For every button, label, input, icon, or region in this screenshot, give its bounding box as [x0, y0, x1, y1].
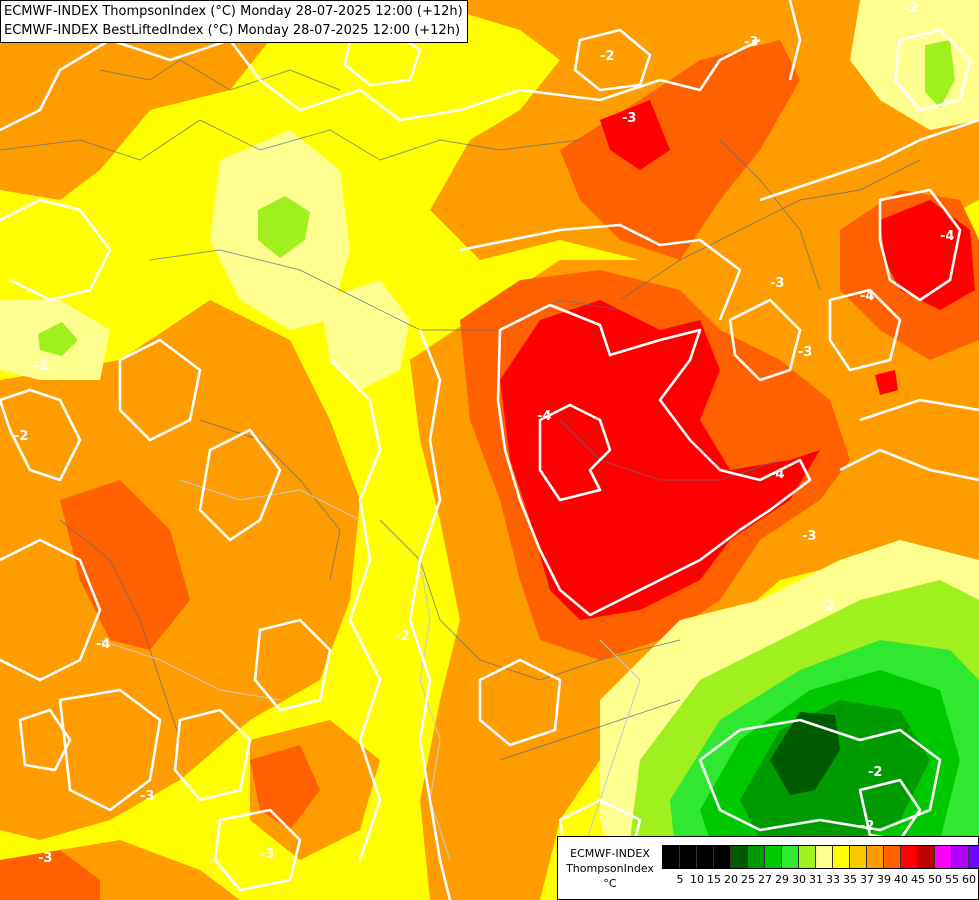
legend-variable: ThompsonIndex — [566, 862, 654, 875]
legend-tick-label: 45 — [911, 873, 925, 886]
field-darkest-green-regions — [770, 712, 840, 795]
legend-swatch — [833, 846, 850, 868]
contour-label: -2 — [860, 819, 874, 834]
legend-swatch — [935, 846, 952, 868]
legend-swatch — [918, 846, 935, 868]
contour-label: -4 — [96, 637, 110, 652]
legend-swatch — [901, 846, 918, 868]
legend-tick-label: 50 — [928, 873, 942, 886]
contour-label: -3 — [798, 345, 812, 360]
contour-label: -3 — [802, 529, 816, 544]
legend-tick-label: 40 — [894, 873, 908, 886]
legend-tick-label: 30 — [792, 873, 806, 886]
legend-swatch — [799, 846, 816, 868]
legend-tick-label: 60 — [962, 873, 976, 886]
legend-model: ECMWF-INDEX — [570, 847, 650, 860]
legend-tick-label: 31 — [809, 873, 823, 886]
legend-tick-label: 27 — [758, 873, 772, 886]
legend-tick-label: 5 — [676, 873, 684, 886]
contour-label: -4 — [940, 229, 954, 244]
contour-label: -3 — [38, 851, 52, 866]
contour-label: -4 — [770, 467, 784, 482]
legend-tick-label: 39 — [877, 873, 891, 886]
contour-label: -3 — [770, 276, 784, 291]
legend-tick-label: 55 — [945, 873, 959, 886]
legend-swatch — [680, 846, 697, 868]
legend-tick-label: 29 — [775, 873, 789, 886]
contour-label: -2 — [395, 629, 409, 644]
contour-label: -4 — [537, 409, 551, 424]
contour-label: -3 — [744, 35, 758, 50]
title-line-bestlifted: ECMWF-INDEX BestLiftedIndex (°C) Monday … — [4, 23, 461, 38]
contour-label: -2 — [34, 359, 48, 374]
contour-label: -2 — [600, 49, 614, 64]
legend-swatch — [884, 846, 901, 868]
legend-tick-label: 37 — [860, 873, 874, 886]
legend-swatch — [782, 846, 799, 868]
legend-swatch — [697, 846, 714, 868]
contour-label: -2 — [904, 1, 918, 16]
color-legend: ECMWF-INDEX ThompsonIndex °C 5 10 15 20 25 27… — [557, 836, 979, 900]
contour-label: -4 — [860, 289, 874, 304]
contour-label: -3 — [140, 789, 154, 804]
legend-swatch — [952, 846, 969, 868]
contour-labels: -3 -2 -4 -3 -4 -3 -3 -2 -2 -3 -3 -4 -3 -… — [14, 1, 954, 872]
legend-tick-label: 35 — [843, 873, 857, 886]
legend-tick-label: 15 — [707, 873, 721, 886]
field-red-regions — [500, 100, 975, 620]
contour-label: -3 — [260, 847, 274, 862]
legend-tick-label: 33 — [826, 873, 840, 886]
legend-swatch — [663, 846, 680, 868]
legend-title: ECMWF-INDEX ThompsonIndex °C — [562, 846, 658, 891]
legend-swatch — [969, 846, 979, 868]
contour-label: -2 — [14, 429, 28, 444]
contour-label: -3 — [622, 111, 636, 126]
contour-label: -2 — [868, 765, 882, 780]
legend-swatch — [714, 846, 731, 868]
legend-tick-label: 25 — [741, 873, 755, 886]
legend-swatch — [850, 846, 867, 868]
legend-swatch — [748, 846, 765, 868]
legend-swatch — [816, 846, 833, 868]
title-line-thompson: ECMWF-INDEX ThompsonIndex (°C) Monday 28… — [4, 4, 463, 19]
legend-swatch — [867, 846, 884, 868]
legend-swatches — [662, 845, 979, 869]
map-title-box: ECMWF-INDEX ThompsonIndex (°C) Monday 28… — [0, 0, 468, 43]
contour-label: -2 — [820, 599, 834, 614]
legend-tick-label: 20 — [724, 873, 738, 886]
legend-tick-label: 10 — [690, 873, 704, 886]
legend-swatch — [765, 846, 782, 868]
legend-unit: °C — [603, 877, 617, 890]
legend-swatch — [731, 846, 748, 868]
